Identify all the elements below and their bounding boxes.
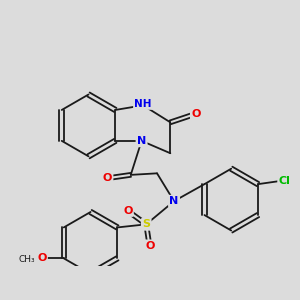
Text: NH: NH [134, 99, 152, 109]
Text: O: O [191, 109, 201, 118]
Text: O: O [103, 173, 112, 183]
Text: N: N [137, 136, 146, 146]
Text: O: O [37, 253, 46, 263]
Text: O: O [123, 206, 133, 216]
Text: S: S [142, 219, 150, 229]
Text: Cl: Cl [279, 176, 290, 186]
Text: O: O [145, 241, 155, 251]
Text: N: N [169, 196, 179, 206]
Text: CH₃: CH₃ [18, 254, 35, 263]
